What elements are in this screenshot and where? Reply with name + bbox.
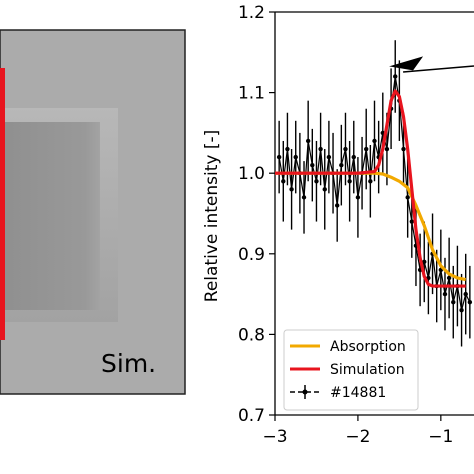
data-point xyxy=(305,138,311,144)
data-point xyxy=(409,219,415,224)
data-point xyxy=(289,187,294,192)
data-point xyxy=(446,275,452,281)
data-point xyxy=(459,308,464,313)
data-point xyxy=(347,179,352,184)
series-group xyxy=(275,40,473,347)
x-tick-label: −3 xyxy=(262,427,287,447)
data-point xyxy=(343,146,348,152)
data-point xyxy=(285,146,290,152)
data-point xyxy=(401,146,406,152)
data-point xyxy=(310,162,315,168)
simulation-line xyxy=(275,89,466,288)
legend: Absorption Simulation #14881 xyxy=(283,329,419,411)
y-tick-label: 1.0 xyxy=(238,164,265,184)
x-tick-label: −1 xyxy=(428,427,453,447)
annotation-arrow-shaft xyxy=(403,65,474,73)
x-tick-label: −2 xyxy=(345,427,370,447)
data-point xyxy=(293,154,298,160)
data-point xyxy=(393,74,398,79)
y-tick-label: 0.8 xyxy=(238,325,265,345)
simulation-dark-region xyxy=(0,122,100,310)
data-point xyxy=(364,146,369,152)
data-point xyxy=(334,203,340,208)
annotation-arrow xyxy=(389,56,474,73)
data-point xyxy=(314,179,319,184)
data-point xyxy=(339,162,344,168)
data-point xyxy=(276,154,282,160)
data-point xyxy=(301,195,307,200)
tick-group: 0.7 0.8 0.9 1.0 1.1 1.2 −3 −2 −1 xyxy=(238,3,453,447)
data-point xyxy=(384,146,390,152)
data-point xyxy=(405,195,410,200)
legend-data-label: #14881 xyxy=(330,385,386,401)
data-point xyxy=(372,138,377,144)
simulation-panel: Sim. xyxy=(0,29,186,395)
data-point xyxy=(463,291,468,297)
data-point xyxy=(442,291,448,297)
data-point xyxy=(281,179,286,184)
data-point xyxy=(322,187,327,192)
data-point xyxy=(355,195,361,200)
data-point xyxy=(351,154,356,160)
legend-box xyxy=(283,329,419,411)
y-tick-label: 1.1 xyxy=(238,84,265,104)
simulation-marker-line xyxy=(0,68,5,340)
data-point xyxy=(318,146,323,152)
data-point xyxy=(368,179,373,184)
legend-absorption-label: Absorption xyxy=(330,339,406,355)
y-tick-label: 0.7 xyxy=(238,406,265,426)
annotation-arrow-head xyxy=(389,56,424,71)
data-point xyxy=(422,259,427,265)
legend-simulation-label: Simulation xyxy=(330,362,405,378)
y-axis-label: Relative intensity [-] xyxy=(202,130,222,302)
data-point xyxy=(326,154,332,160)
data-point xyxy=(451,299,456,305)
simulation-label: Sim. xyxy=(101,349,156,378)
y-tick-label: 0.9 xyxy=(238,245,265,265)
data-point xyxy=(467,299,473,305)
legend-data-marker xyxy=(302,389,308,395)
y-tick-label: 1.2 xyxy=(238,3,265,23)
